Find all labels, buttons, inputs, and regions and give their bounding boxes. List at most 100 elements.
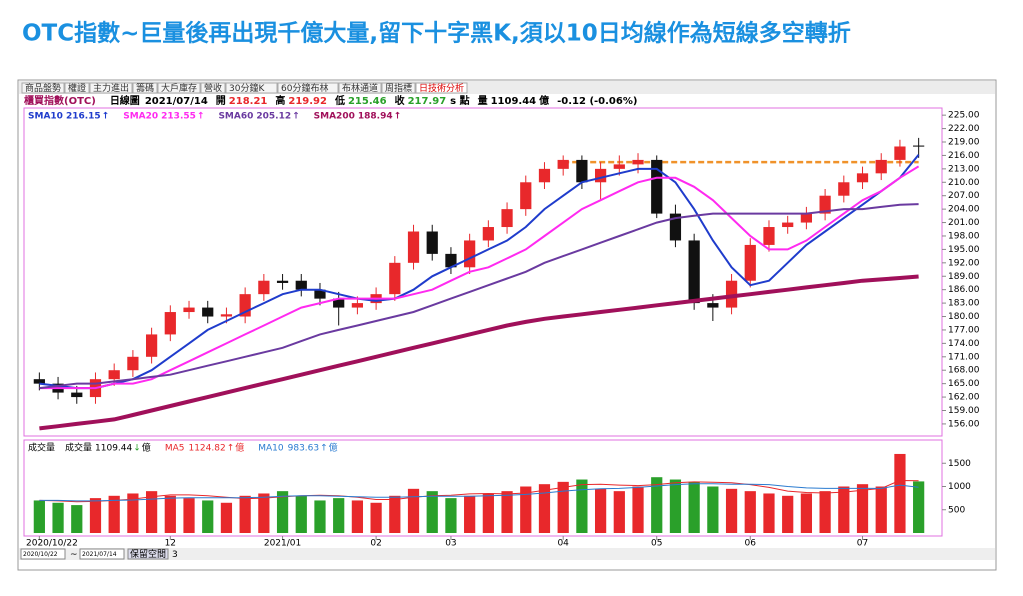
- vol-legend: 億: [329, 442, 338, 454]
- legend-text: 188.94: [358, 112, 393, 122]
- info-text: 收: [395, 94, 405, 107]
- candle-body: [183, 307, 195, 313]
- y-tick-label: 207.00: [948, 191, 980, 201]
- tab-label: 日技術分析: [419, 82, 464, 94]
- vol-legend: 1109.44: [95, 444, 132, 454]
- volume-bar: [800, 493, 813, 533]
- info-text: 1109.44: [491, 96, 537, 107]
- volume-bar: [33, 500, 45, 533]
- legend-text: ↑: [197, 112, 205, 122]
- volume-bar: [913, 481, 925, 533]
- volume-bar: [669, 479, 682, 533]
- tab-label: 周指標: [385, 82, 412, 94]
- tab[interactable]: [200, 82, 226, 94]
- x-tick-label: 2020/10/22: [26, 539, 78, 549]
- legend-text: SMA10: [28, 112, 63, 122]
- vol-ma-line: [39, 483, 919, 502]
- candle-body: [632, 159, 644, 165]
- y-tick-label: 171.00: [948, 352, 980, 362]
- info-text: 開: [216, 95, 226, 107]
- y-tick-label: 162.00: [948, 393, 980, 403]
- volume-bar: [538, 484, 551, 533]
- tab[interactable]: [132, 82, 158, 94]
- y-tick-label: 168.00: [948, 366, 980, 376]
- tab[interactable]: [225, 82, 278, 94]
- candle-body: [520, 182, 532, 210]
- volume-bar: [239, 495, 251, 533]
- vol-legend: 億: [235, 442, 244, 454]
- vol-legend: 1124.82: [188, 444, 225, 454]
- x-tick-label: 12: [165, 539, 176, 549]
- y-tick-label: 186.00: [948, 285, 980, 295]
- volume-bar: [894, 453, 906, 533]
- info-text: 217.97: [408, 96, 447, 107]
- candle-body: [669, 213, 682, 241]
- tab[interactable]: [415, 82, 468, 94]
- vol-legend: ↓: [133, 444, 141, 454]
- date-text: 2020/10/22: [23, 551, 58, 558]
- candle-body: [613, 164, 625, 169]
- y-tick-label: 174.00: [948, 339, 980, 349]
- legend-text: ↑: [102, 112, 110, 122]
- vol-tick-label: 1500: [948, 459, 971, 469]
- info-text: -0.12 (-0.06%): [557, 96, 637, 107]
- ma-line: [39, 165, 920, 390]
- volume-bar: [501, 491, 513, 533]
- info-text: 日線圖: [110, 94, 140, 107]
- candle-body: [389, 262, 401, 295]
- volume-bar: [576, 479, 588, 533]
- tab[interactable]: [338, 82, 382, 94]
- x-tick-label: 04: [557, 539, 569, 549]
- date-input[interactable]: [20, 548, 66, 560]
- volume-bar: [370, 502, 382, 533]
- y-tick-label: 219.00: [948, 138, 980, 148]
- tab[interactable]: [21, 82, 65, 94]
- volume-bar: [744, 491, 756, 533]
- candle-body: [501, 209, 513, 228]
- info-text: 219.92: [288, 96, 327, 107]
- volume-bar: [183, 498, 195, 533]
- volume-bar: [464, 495, 476, 533]
- y-tick-label: 204.00: [948, 205, 980, 215]
- tab-label: 主力進出: [93, 82, 129, 94]
- candle-body: [127, 356, 139, 371]
- vol-ma-line: [39, 479, 919, 503]
- volume-bar: [557, 481, 569, 533]
- candle-body: [295, 280, 307, 290]
- candle-body: [464, 240, 476, 268]
- vol-legend: MA5: [165, 444, 185, 454]
- x-tick-label: 07: [857, 539, 868, 549]
- x-tick-label: 06: [745, 539, 757, 549]
- candle-body: [744, 244, 756, 281]
- tab[interactable]: [89, 82, 133, 94]
- date-text: 2021/07/14: [82, 551, 117, 558]
- volume-bar: [407, 488, 420, 533]
- tab[interactable]: [381, 82, 416, 94]
- info-text: s 點: [450, 94, 469, 107]
- tab-label: 籌碼: [136, 82, 154, 94]
- candle-body: [838, 182, 850, 196]
- tab[interactable]: [157, 82, 201, 94]
- candle-body: [576, 159, 588, 183]
- candle-body: [426, 231, 438, 254]
- volume-bar: [782, 495, 794, 533]
- volume-bar: [520, 486, 532, 533]
- candle-body: [482, 227, 494, 241]
- tab-label: 30分鐘K: [229, 82, 265, 94]
- candle-body: [202, 307, 214, 317]
- volume-bar: [164, 495, 176, 533]
- volume-bar: [445, 498, 457, 533]
- button[interactable]: [127, 548, 169, 560]
- y-tick-label: 159.00: [948, 406, 980, 416]
- info-text: 億: [539, 94, 549, 107]
- volume-bar: [333, 498, 345, 533]
- legend-text: SMA60: [218, 112, 253, 122]
- tab[interactable]: [64, 82, 90, 94]
- footer-num: 3: [172, 550, 178, 560]
- date-input[interactable]: [79, 548, 125, 560]
- volume-bar: [688, 481, 700, 533]
- vol-tick-label: 1000: [948, 482, 971, 492]
- tab[interactable]: [277, 82, 339, 94]
- volume-bar: [838, 486, 850, 533]
- vol-legend: ↑: [320, 444, 328, 454]
